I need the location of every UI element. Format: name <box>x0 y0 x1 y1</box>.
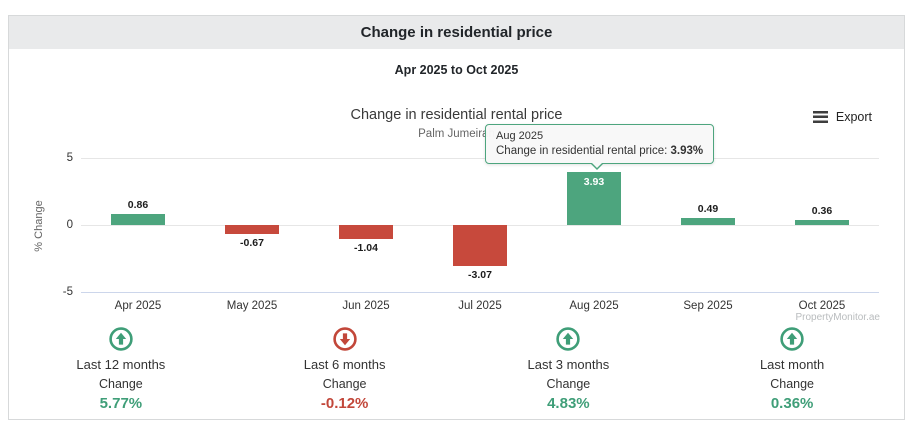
stat-value: 5.77% <box>99 395 143 412</box>
chart-subtitle: Palm Jumeirah <box>418 128 495 140</box>
x-axis-label-aug-2025: Aug 2025 <box>569 300 619 312</box>
watermark: PropertyMonitor.ae <box>795 312 881 323</box>
tooltip-value-line: Change in residential rental price: 3.93… <box>496 145 703 157</box>
tooltip-series-label: Change in residential rental price: <box>496 145 668 157</box>
bar-value-label-jun-2025: -1.04 <box>354 241 378 254</box>
summary-stats-row: Last 12 months Change 5.77% Last 6 month… <box>9 326 904 412</box>
bar-aug-2025[interactable] <box>567 172 621 225</box>
x-axis-label-sep-2025: Sep 2025 <box>683 300 733 312</box>
x-axis-label-may-2025: May 2025 <box>226 300 278 312</box>
plot-area: 5 0 -5 0.86 Apr 2025 -0.67 May 2025 -1.04 Jun 20… <box>63 146 879 312</box>
bar-value-label-jul-2025: -3.07 <box>468 269 492 282</box>
stat-period: Last 3 months <box>527 357 610 372</box>
price-change-panel: Change in residential price Apr 2025 to … <box>8 15 905 420</box>
bar-value-label-oct-2025: 0.36 <box>811 205 833 218</box>
stat-last-6-months: Last 6 months Change -0.12% <box>233 326 457 412</box>
stat-period: Last month <box>759 357 825 372</box>
bar-sep-2025[interactable] <box>681 218 735 226</box>
stat-value: -0.12% <box>320 395 369 412</box>
bar-jul-2025[interactable] <box>453 225 507 267</box>
panel-title: Change in residential price <box>360 24 553 41</box>
up-arrow-icon <box>109 327 133 351</box>
down-arrow-icon <box>332 327 357 351</box>
stat-change-label: Change <box>322 377 367 391</box>
bar-value-label-apr-2025: 0.86 <box>127 198 149 211</box>
tooltip-category: Aug 2025 <box>496 130 544 142</box>
x-axis-label-jun-2025: Jun 2025 <box>342 300 390 312</box>
x-axis-label-apr-2025: Apr 2025 <box>114 300 162 312</box>
stat-change-label: Change <box>546 377 591 391</box>
date-range-subtitle: Apr 2025 to Oct 2025 <box>394 63 519 77</box>
bar-apr-2025[interactable] <box>111 213 165 226</box>
bar-jun-2025[interactable] <box>339 225 393 239</box>
up-arrow-icon <box>556 327 581 351</box>
stat-value: 4.83% <box>547 395 590 412</box>
panel-header: Change in residential price <box>9 16 904 49</box>
chart-tooltip: Aug 2025 Change in residential rental pr… <box>485 124 715 170</box>
y-tick-label-5: 5 <box>66 152 73 165</box>
up-arrow-icon <box>780 327 804 351</box>
bar-may-2025[interactable] <box>225 225 279 234</box>
bar-oct-2025[interactable] <box>795 220 849 226</box>
x-axis-label-oct-2025: Oct 2025 <box>798 300 846 312</box>
stat-last-month: Last month Change 0.36% <box>680 326 904 412</box>
stat-period: Last 12 months <box>76 357 166 372</box>
bar-value-label-sep-2025: 0.49 <box>697 203 719 216</box>
stat-last-3-months: Last 3 months Change 4.83% <box>457 326 681 412</box>
y-tick-label-0: 0 <box>66 219 73 232</box>
tooltip-value: 3.93% <box>670 145 704 157</box>
y-axis-title: % Change <box>33 200 45 252</box>
gridline--5 <box>81 292 879 293</box>
export-button-label: Export <box>835 110 872 124</box>
export-button[interactable]: Export <box>812 110 872 124</box>
chart-title: Change in residential rental price <box>350 107 563 123</box>
gridline-5 <box>81 158 879 160</box>
export-menu-icon <box>812 111 828 123</box>
y-tick-label--5: -5 <box>62 286 73 298</box>
stat-change-label: Change <box>98 377 143 391</box>
stat-change-label: Change <box>770 377 815 391</box>
bar-value-label-aug-2025: 3.93 <box>583 176 605 189</box>
stat-value: 0.36% <box>770 395 814 412</box>
x-axis-label-jul-2025: Jul 2025 <box>458 300 502 312</box>
stat-period: Last 6 months <box>303 357 386 372</box>
stat-last-12-months: Last 12 months Change 5.77% <box>9 326 233 412</box>
bar-value-label-may-2025: -0.67 <box>240 237 264 249</box>
